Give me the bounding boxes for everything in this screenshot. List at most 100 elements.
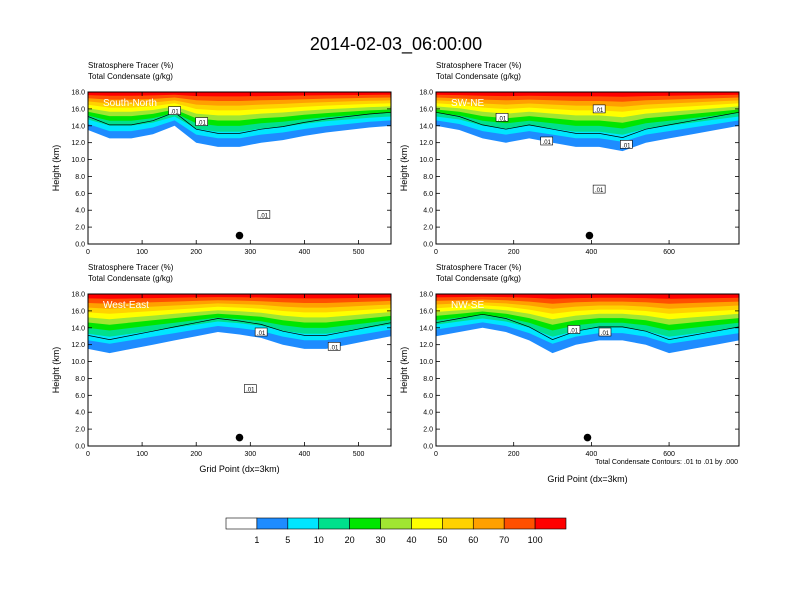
y-tick-label: 2.0	[423, 225, 433, 232]
contour-label: .01	[257, 331, 266, 337]
contour-label: .01	[260, 213, 269, 219]
y-tick-label: 8.0	[423, 376, 433, 383]
condensate-contour	[88, 111, 391, 134]
colorbar-label: 10	[314, 535, 324, 545]
y-tick-label: 2.0	[75, 225, 85, 232]
panel-south-north: .01 .01 .01 South-North Stratosphere Tracer …	[51, 61, 392, 256]
y-tick-label: 4.0	[75, 410, 85, 417]
colorbar-swatch	[349, 517, 381, 530]
contour-label: .01	[595, 188, 604, 194]
y-tick-label: 0.0	[75, 444, 85, 451]
y-tick-label: 6.0	[423, 393, 433, 400]
y-axis-label: Height (km)	[51, 145, 61, 192]
y-tick-label: 8.0	[75, 376, 85, 383]
y-tick-label: 4.0	[423, 410, 433, 417]
panel-header-condensate: Total Condensate (g/kg)	[88, 274, 173, 283]
y-tick-label: 12.0	[71, 342, 85, 349]
y-tick-label: 16.0	[419, 106, 433, 113]
x-tick-label: 400	[586, 451, 598, 458]
y-tick-label: 12.0	[419, 140, 433, 147]
colorbar-swatch	[256, 517, 289, 530]
panel-label: South-North	[103, 98, 157, 109]
contour-label: .01	[543, 140, 552, 146]
x-tick-label: 500	[353, 249, 365, 256]
y-tick-label: 8.0	[75, 174, 85, 181]
x-tick-label: 500	[353, 451, 365, 458]
y-tick-label: 12.0	[419, 342, 433, 349]
panel-frame	[435, 91, 740, 245]
panel-label: NW-SE	[451, 300, 484, 311]
panel-sw-ne: .01 .01 .01 .01 .01 SW-NE Stratosphere Tracer …	[399, 61, 740, 256]
colorbar-swatch	[472, 517, 505, 530]
colorbar-label: 70	[499, 535, 509, 545]
x-tick-label: 400	[299, 249, 311, 256]
contour-label-box	[254, 327, 268, 337]
y-tick-label: 16.0	[419, 308, 433, 315]
x-tick-label: 300	[244, 451, 256, 458]
tracer-layer-10	[436, 294, 739, 299]
contour-label: .01	[601, 331, 610, 337]
colorbar-label: 1	[254, 535, 259, 545]
y-axis-label: Height (km)	[51, 347, 61, 394]
panel-frame	[87, 91, 392, 245]
y-tick-label: 2.0	[423, 427, 433, 434]
contour-label: .01	[595, 108, 604, 114]
y-tick-label: 14.0	[71, 325, 85, 332]
condensate-contour	[436, 313, 739, 340]
x-tick-label: 100	[136, 451, 148, 458]
panel-header-tracer: Stratosphere Tracer (%)	[88, 61, 174, 70]
y-tick-label: 10.0	[71, 157, 85, 164]
colorbar-label: 5	[285, 535, 290, 545]
panel-frame	[435, 293, 740, 447]
y-tick-label: 18.0	[419, 90, 433, 97]
plot-area: .01 .01 .01 .01 .01	[436, 92, 739, 244]
contour-label-box	[567, 325, 581, 334]
colorbar-label: 60	[468, 535, 478, 545]
colorbar-label: 40	[406, 535, 416, 545]
panel-frame	[87, 293, 392, 447]
contour-label: .01	[330, 345, 339, 351]
tracer-layer-10	[88, 294, 391, 299]
x-tick-label: 0	[86, 451, 90, 458]
x-tick-label: 100	[136, 249, 148, 256]
panels: .01 .01 .01 South-North Stratosphere Tracer …	[51, 61, 740, 484]
x-axis-label: Grid Point (dx=3km)	[199, 464, 279, 474]
contour-label: .01	[197, 121, 206, 127]
y-tick-label: 6.0	[423, 191, 433, 198]
panel-header-condensate: Total Condensate (g/kg)	[436, 72, 521, 81]
y-tick-label: 12.0	[71, 140, 85, 147]
tracer-layer-10	[436, 92, 739, 97]
y-tick-label: 14.0	[419, 325, 433, 332]
colorbar: 1 5 10 20 30 40 50 60 70 100	[225, 517, 567, 545]
y-tick-label: 18.0	[71, 292, 85, 299]
y-tick-label: 16.0	[71, 106, 85, 113]
panel-nw-se: .01 .01 NW-SE Stratosphere Tracer (%) Total …	[399, 263, 740, 484]
y-tick-label: 6.0	[75, 393, 85, 400]
contour-label-box	[592, 184, 606, 194]
plot-area: .01 .01 .01	[88, 294, 391, 446]
contour-label-box	[257, 210, 271, 219]
colorbar-swatch	[503, 517, 536, 530]
tracer-layer-10	[88, 92, 391, 97]
condensate-contour	[88, 318, 391, 340]
contour-label-box	[327, 342, 341, 351]
y-tick-label: 10.0	[71, 359, 85, 366]
y-tick-label: 14.0	[419, 123, 433, 130]
x-tick-label: 0	[434, 249, 438, 256]
panel-header-condensate: Total Condensate (g/kg)	[88, 72, 173, 81]
x-tick-label: 400	[586, 249, 598, 256]
y-tick-label: 18.0	[71, 90, 85, 97]
panel-header-tracer: Stratosphere Tracer (%)	[436, 61, 522, 70]
contour-label-box	[598, 327, 612, 337]
location-marker	[235, 231, 244, 240]
y-tick-label: 2.0	[75, 427, 85, 434]
y-tick-label: 18.0	[419, 292, 433, 299]
contour-label-box	[244, 384, 257, 393]
colorbar-swatch	[442, 517, 474, 530]
y-tick-label: 14.0	[71, 123, 85, 130]
colorbar-swatch	[318, 517, 350, 530]
location-marker	[583, 433, 592, 442]
y-tick-label: 0.0	[423, 242, 433, 249]
colorbar-swatch	[225, 517, 258, 530]
